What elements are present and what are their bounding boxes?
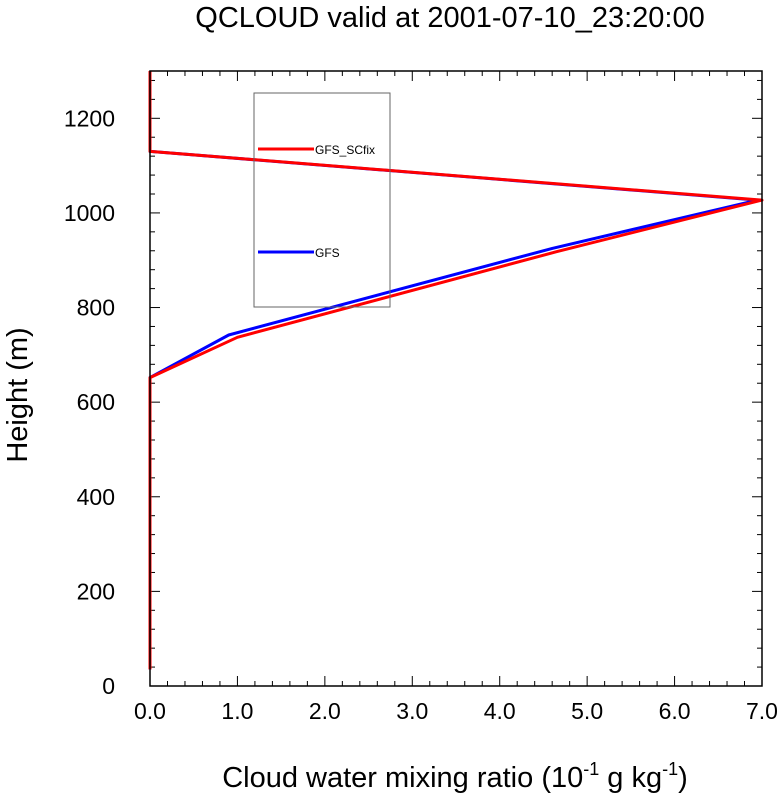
series-line-gfs-scfix [148,71,764,670]
series-lines [148,71,764,670]
series-line-gfs [148,71,760,670]
y-axis-label: Height (m) [2,327,34,462]
y-tick-label: 400 [77,484,115,510]
x-tick-label: 5.0 [571,698,603,724]
x-tick-label: 3.0 [396,698,428,724]
legend: GFS_SCfix GFS [253,92,391,308]
x-tick-label: 0.0 [134,698,166,724]
chart-title: QCLOUD valid at 2001-07-10_23:20:00 [195,2,704,34]
legend-label-gfs-scfix: GFS_SCfix [315,143,375,157]
y-tick-label: 200 [77,578,115,604]
x-tick-labels: 0.0 1.0 2.0 3.0 4.0 5.0 6.0 7.0 [134,698,778,724]
y-tick-label: 1000 [64,200,115,226]
x-tick-label: 1.0 [221,698,253,724]
legend-label-gfs: GFS [315,246,340,260]
x-tick-label: 4.0 [484,698,516,724]
x-tick-label: 7.0 [746,698,778,724]
x-axis-label: Cloud water mixing ratio (10-1 g kg-1) [222,759,688,794]
y-tick-label: 600 [77,389,115,415]
y-tick-label: 800 [77,295,115,321]
plot-frame [149,70,763,687]
y-tick-labels: 0 200 400 600 800 1000 1200 [64,105,115,699]
x-tick-label: 6.0 [659,698,691,724]
y-tick-label: 0 [102,673,115,699]
x-tick-label: 2.0 [309,698,341,724]
y-tick-label: 1200 [64,105,115,131]
legend-box [253,92,391,308]
axis-ticks [149,71,763,687]
